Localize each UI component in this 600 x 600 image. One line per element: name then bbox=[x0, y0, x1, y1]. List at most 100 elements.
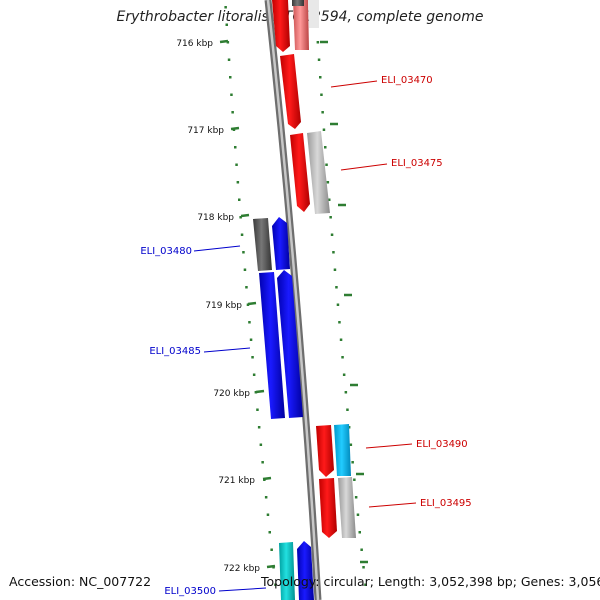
track-dot bbox=[364, 583, 367, 586]
gene-arrow bbox=[292, 0, 304, 6]
gene-label-eli-03475[interactable]: ELI_03475 bbox=[391, 158, 443, 169]
track-dot bbox=[259, 443, 263, 446]
track-dot bbox=[239, 216, 242, 219]
track-dot bbox=[360, 548, 363, 551]
track-dot bbox=[248, 321, 251, 324]
gene-labels: ELI_03470 ELI_03475 ELI_03480 ELI_03485 … bbox=[140, 75, 471, 597]
track-dot bbox=[326, 181, 330, 184]
track-dot bbox=[332, 251, 335, 254]
track-dot bbox=[227, 58, 231, 61]
track-dot bbox=[325, 163, 328, 166]
gene-arrow bbox=[272, 0, 290, 52]
tick-mark bbox=[262, 476, 272, 481]
tick-label: 717 kbp bbox=[187, 126, 224, 136]
track-dot bbox=[229, 76, 232, 79]
track-dot bbox=[342, 373, 346, 376]
tick-mark bbox=[266, 564, 276, 569]
accession-text: Accession: NC_007722 bbox=[9, 574, 152, 589]
gene-arrow-gray bbox=[307, 131, 330, 214]
track-dot bbox=[358, 531, 361, 534]
gene-label-eli-03495[interactable]: ELI_03495 bbox=[420, 498, 472, 509]
track-dot bbox=[330, 233, 334, 236]
tick-mark bbox=[240, 213, 250, 218]
leader-line bbox=[368, 502, 417, 508]
track-dot bbox=[335, 286, 338, 289]
tick-label: 722 kbp bbox=[223, 564, 260, 574]
track-dot bbox=[257, 426, 261, 429]
track-dot bbox=[354, 496, 358, 499]
tick-label: 716 kbp bbox=[176, 39, 213, 49]
leader-line bbox=[330, 80, 378, 88]
gene-arrow bbox=[308, 0, 319, 28]
track-dot bbox=[316, 41, 320, 44]
gene-arrow-dark bbox=[253, 218, 272, 271]
leader-line bbox=[203, 347, 251, 353]
gene-label-eli-03485[interactable]: ELI_03485 bbox=[149, 346, 201, 357]
gene-arrow-blue bbox=[277, 270, 303, 418]
gene-arrow-eli-03480 bbox=[272, 217, 290, 270]
gene-arrow-eli-03470 bbox=[280, 54, 301, 129]
gene-arrow-eli-03475 bbox=[290, 133, 310, 212]
track-dot bbox=[329, 216, 332, 219]
outer-ticks bbox=[320, 40, 368, 564]
tick-mark bbox=[219, 39, 229, 44]
track-dot bbox=[224, 6, 227, 9]
track-dot bbox=[347, 426, 351, 429]
leader-line bbox=[218, 587, 267, 592]
gene-arrow-eli-03485 bbox=[259, 272, 285, 419]
track-dot bbox=[264, 496, 268, 499]
track-dot bbox=[320, 93, 323, 96]
track-dot bbox=[351, 461, 354, 464]
track-dot bbox=[321, 111, 324, 114]
track-dot bbox=[356, 513, 360, 516]
track-dot bbox=[234, 146, 237, 149]
tick-label: 721 kbp bbox=[218, 476, 255, 486]
track-dot bbox=[346, 408, 349, 411]
track-dot bbox=[339, 338, 343, 341]
track-dot bbox=[333, 268, 337, 271]
gene-arrow-eli-03490 bbox=[316, 425, 334, 477]
track-dot bbox=[256, 408, 259, 411]
track-dot bbox=[270, 548, 273, 551]
track-dot bbox=[230, 93, 233, 96]
track-dot bbox=[254, 391, 258, 394]
track-dot bbox=[252, 373, 256, 376]
track-dot bbox=[353, 478, 356, 481]
track-dot bbox=[349, 443, 353, 446]
track-dot bbox=[235, 163, 238, 166]
leader-line bbox=[193, 245, 241, 252]
tick-label: 719 kbp bbox=[205, 301, 242, 311]
track-dot bbox=[322, 128, 326, 131]
tick-mark bbox=[230, 126, 240, 131]
gene-label-eli-03470[interactable]: ELI_03470 bbox=[381, 75, 433, 86]
scale-ticks: 716 kbp 717 kbp 718 kbp 719 kbp 720 kbp … bbox=[176, 39, 276, 574]
track-dot bbox=[319, 76, 322, 79]
tick-track-outer bbox=[314, 6, 367, 586]
track-dot bbox=[261, 461, 264, 464]
gene-arrow-gray bbox=[338, 477, 356, 538]
track-dot bbox=[251, 356, 254, 359]
track-dot bbox=[249, 338, 253, 341]
tick-mark bbox=[247, 301, 257, 306]
leader-line bbox=[340, 163, 388, 171]
gene-arrow-eli-03500 bbox=[297, 541, 314, 600]
track-dot bbox=[268, 531, 271, 534]
track-dot bbox=[317, 58, 321, 61]
track-dot bbox=[245, 286, 248, 289]
gene-features bbox=[253, 0, 356, 600]
track-dot bbox=[238, 198, 241, 201]
track-dot bbox=[341, 356, 344, 359]
gene-arrow-eli-03495 bbox=[319, 478, 337, 538]
gene-label-eli-03480[interactable]: ELI_03480 bbox=[140, 246, 192, 257]
track-dot bbox=[266, 513, 270, 516]
gene-label-eli-03500[interactable]: ELI_03500 bbox=[164, 586, 216, 597]
track-dot bbox=[324, 146, 327, 149]
track-dot bbox=[236, 181, 240, 184]
track-dot bbox=[336, 303, 340, 306]
gene-label-eli-03490[interactable]: ELI_03490 bbox=[416, 439, 468, 450]
tick-label: 720 kbp bbox=[213, 389, 250, 399]
track-dot bbox=[362, 566, 365, 569]
gene-arrow-cyan bbox=[334, 424, 351, 476]
track-dot bbox=[344, 391, 348, 394]
